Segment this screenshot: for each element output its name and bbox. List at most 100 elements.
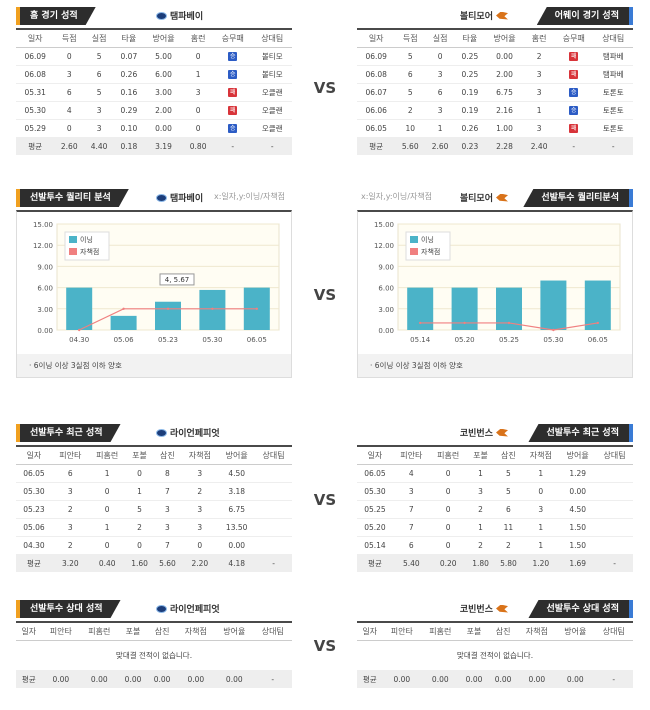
right-pitcher-vs-panel: 코빈번스 선발투수 상대 성적 일자 피안타 피홈런 포볼 삼진 자책점 방어율 상대팀 맞대결… [357, 597, 633, 688]
table-cell: 승 [554, 83, 594, 102]
table-cell: 3 [181, 464, 219, 483]
record-table: 일자 득점 실점 타율 방어율 홈런 승무패 상대팀 06.09 5 0 0.25 0.00 2 패 탬파베 0… [357, 28, 633, 155]
table-cell: 1 [88, 464, 126, 483]
table-cell: 0.00 [143, 119, 184, 138]
orioles-logo-icon [496, 604, 508, 613]
table-cell: 06.08 [16, 65, 55, 84]
empty-message: 맞대결 전적이 없습니다. [16, 640, 292, 671]
table-cell [596, 536, 633, 555]
table-cell: 05.20 [357, 518, 393, 537]
table-cell: 0 [183, 47, 214, 66]
column-header: 피안타 [51, 445, 89, 465]
table-cell: 1 [524, 101, 555, 120]
table-cell: 0 [522, 482, 560, 501]
table-cell: 05.31 [16, 83, 55, 102]
average-cell: 0.00 [517, 670, 557, 688]
table-cell: 06.07 [357, 83, 396, 102]
line-point [122, 307, 125, 310]
result-badge: 패 [228, 106, 238, 115]
vs-label: VS [313, 79, 337, 97]
quality-chart: 15.00 12.00 9.00 6.00 3.00 0.00 05.14 05.20 05.2… [374, 221, 621, 344]
average-cell: 평균 [16, 137, 55, 155]
table-cell: 0 [429, 500, 467, 519]
table-cell: 1 [522, 518, 560, 537]
average-cell: - [593, 137, 633, 155]
column-header: 상대팀 [593, 28, 633, 48]
table-cell: 0.00 [218, 536, 256, 555]
average-cell: 0.80 [183, 137, 214, 155]
line-point [507, 321, 511, 325]
table-cell: 06.05 [16, 464, 52, 483]
line-point [596, 321, 599, 325]
column-header: 방어율 [556, 621, 595, 641]
column-header: 방어율 [215, 621, 254, 641]
column-header: 실점 [425, 28, 455, 48]
legend-label: 자책점 [80, 247, 99, 256]
result-badge: 패 [569, 52, 579, 61]
panel-title: 선발투수 상대 성적 [528, 600, 633, 618]
panel-header: 선발투수 퀄리티 분석 탬파베이 x:일자,y:이닝/자책점 [16, 186, 292, 210]
x-tick-label: 04.30 [69, 336, 89, 344]
table-cell: 2 [494, 536, 523, 555]
team-name: 볼티모어 [459, 12, 493, 22]
table-cell: 1 [88, 518, 126, 537]
table-cell: 탬파베 [593, 65, 633, 84]
table-cell: 0 [88, 536, 126, 555]
table-cell: 3.00 [143, 83, 184, 102]
table-cell: 0 [181, 536, 219, 555]
team-name: 탬파베이 [170, 12, 204, 22]
table-cell: 0 [125, 464, 154, 483]
column-header: 피홈런 [429, 445, 467, 465]
table-cell: 6 [84, 65, 114, 84]
table-cell: 7 [153, 536, 182, 555]
average-row: 평균 5.40 0.20 1.80 5.80 1.20 1.69- [357, 554, 633, 572]
table-cell [596, 500, 633, 519]
average-cell: 5.80 [494, 554, 523, 572]
legend-swatch-runs [69, 248, 77, 255]
column-header: 득점 [395, 28, 426, 48]
average-row: 평균 2.60 4.40 0.18 3.19 0.80- - [16, 137, 292, 155]
table-row: 06.09 5 0 0.25 0.00 2 패 탬파베 [357, 47, 633, 66]
table-cell: 7 [153, 482, 182, 501]
column-header: 상대팀 [594, 621, 633, 641]
table-row: 06.05 6 1 0 8 3 4.50 [16, 464, 292, 483]
legend-swatch-innings [410, 236, 418, 243]
table-cell: 6 [51, 464, 89, 483]
table-row: 06.08 6 3 0.25 2.00 3 패 탬파베 [357, 65, 633, 84]
column-header: 타율 [113, 28, 144, 48]
table-cell: 0.00 [484, 47, 525, 66]
rays-logo-icon [156, 428, 167, 437]
table-row: 04.30 2 0 0 7 0 0.00 [16, 536, 292, 555]
average-cell: 1.69 [559, 554, 597, 572]
average-cell: 0.40 [88, 554, 126, 572]
table-row: 06.08 3 6 0.26 6.00 1 승 볼티모 [16, 65, 292, 84]
result-badge: 승 [228, 124, 238, 133]
table-cell: 0 [425, 47, 455, 66]
table-cell: 6 [395, 65, 426, 84]
line-point [78, 328, 81, 332]
table-cell [255, 518, 292, 537]
y-tick-label: 3.00 [378, 306, 394, 314]
table-cell: 5 [84, 83, 114, 102]
table-cell: 3 [466, 482, 495, 501]
axis-note: x:일자,y:이닝/자책점 [361, 192, 433, 201]
table-cell: 04.30 [16, 536, 52, 555]
table-cell: 1 [466, 464, 495, 483]
table-header-row: 일자 득점 실점 타율 방어율 홈런 승무패 상대팀 [16, 28, 292, 48]
orioles-logo-icon [496, 11, 508, 20]
average-cell: 0.00 [41, 670, 81, 688]
table-cell [255, 482, 292, 501]
column-header: 승무패 [213, 28, 253, 48]
table-header-row: 일자 피안타 피홈런 포볼 삼진 자책점 방어율 상대팀 [357, 621, 633, 641]
table-cell: 0 [429, 536, 467, 555]
quality-chart: 15.00 12.00 9.00 6.00 3.00 0.00 04.30 05.06 05.2… [33, 221, 280, 344]
average-cell: 3.19 [143, 137, 184, 155]
table-cell: 승 [213, 47, 253, 66]
column-header: 상대팀 [252, 28, 292, 48]
table-cell: 오클랜 [252, 83, 292, 102]
line-point [463, 321, 466, 325]
table-cell: 3 [153, 500, 182, 519]
panel-header: 볼티모어 어웨이 경기 성적 [357, 4, 633, 28]
line-point [166, 307, 170, 310]
